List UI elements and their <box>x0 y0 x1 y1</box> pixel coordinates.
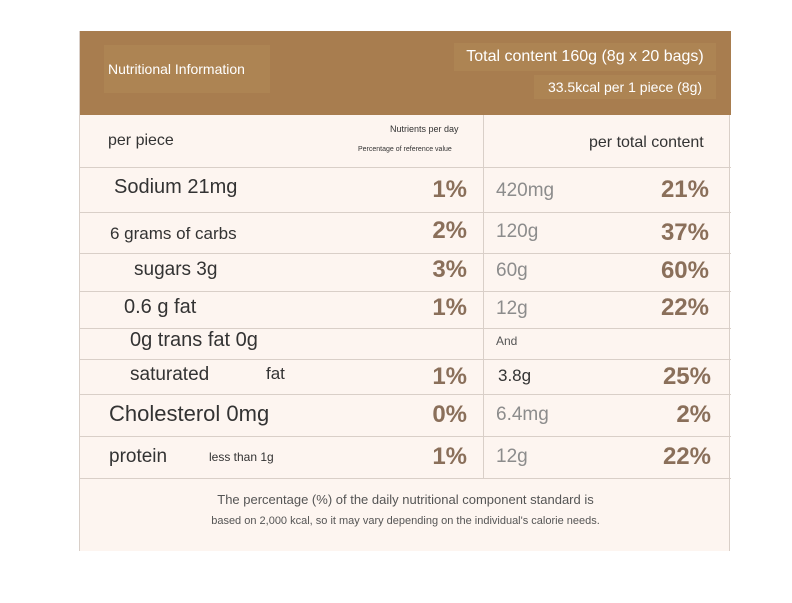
total-pct-sugars: 60% <box>660 257 709 284</box>
row-label-protein: protein <box>109 446 168 467</box>
total-amount-saturated: 3.8g <box>498 366 532 385</box>
row-label-trans-fat: 0g trans fat 0g <box>130 329 258 351</box>
kcal-per-piece: 33.5kcal per 1 piece (8g) <box>534 75 716 99</box>
divider <box>80 478 731 479</box>
per-total-content-header: per total content <box>589 134 704 151</box>
total-amount-fat: 12g <box>496 298 528 319</box>
total-amount-sugars: 60g <box>496 260 528 281</box>
percentage-reference-header: Percentage of reference value <box>358 146 452 153</box>
total-amount-sodium: 420mg <box>496 180 555 201</box>
column-divider <box>483 115 484 478</box>
total-amount-trans-fat: And <box>496 334 518 348</box>
row-label-saturated-fat: fat <box>266 364 285 383</box>
divider <box>80 212 731 213</box>
row-label-carbs: 6 grams of carbs <box>110 224 237 243</box>
piece-pct-cholesterol: 0% <box>432 401 467 428</box>
piece-pct-carbs: 2% <box>432 217 467 244</box>
total-pct-fat: 22% <box>660 294 709 321</box>
label-header: Nutritional Information Total content 16… <box>80 31 731 115</box>
footnote-line-1: The percentage (%) of the daily nutritio… <box>217 492 594 507</box>
divider <box>80 291 731 292</box>
total-amount-protein: 12g <box>496 446 528 467</box>
divider <box>80 359 731 360</box>
total-pct-saturated: 25% <box>662 363 711 390</box>
piece-pct-sugars: 3% <box>432 256 467 283</box>
total-amount-carbs: 120g <box>496 221 539 242</box>
divider <box>80 167 731 168</box>
row-label-cholesterol: Cholesterol 0mg <box>109 401 270 426</box>
divider <box>80 436 731 437</box>
piece-pct-protein: 1% <box>432 443 467 470</box>
piece-pct-fat: 1% <box>432 294 467 321</box>
total-pct-cholesterol: 2% <box>676 401 711 428</box>
row-label-sodium: Sodium 21mg <box>114 176 238 198</box>
total-pct-sodium: 21% <box>660 176 709 203</box>
total-content: Total content 160g (8g x 20 bags) <box>454 43 716 71</box>
label-title: Nutritional Information <box>104 45 270 93</box>
row-label-saturated: saturated <box>130 364 210 385</box>
row-label-fat: 0.6 g fat <box>124 296 197 318</box>
divider <box>80 328 731 329</box>
row-label-sugars: sugars 3g <box>134 259 218 280</box>
footnote: The percentage (%) of the daily nutritio… <box>80 479 731 527</box>
per-piece-header: per piece <box>108 132 174 149</box>
footnote-line-2: based on 2,000 kcal, so it may vary depe… <box>211 515 600 527</box>
total-amount-cholesterol: 6.4mg <box>496 404 549 425</box>
total-pct-carbs: 37% <box>660 219 709 246</box>
divider <box>80 253 731 254</box>
piece-pct-sodium: 1% <box>432 176 467 203</box>
nutrients-per-day-header: Nutrients per day <box>390 124 459 134</box>
divider <box>80 394 731 395</box>
nutrition-label: Nutritional Information Total content 16… <box>79 31 731 551</box>
piece-pct-saturated: 1% <box>432 363 467 390</box>
row-label-protein-note: less than 1g <box>209 450 274 464</box>
total-pct-protein: 22% <box>662 443 711 470</box>
